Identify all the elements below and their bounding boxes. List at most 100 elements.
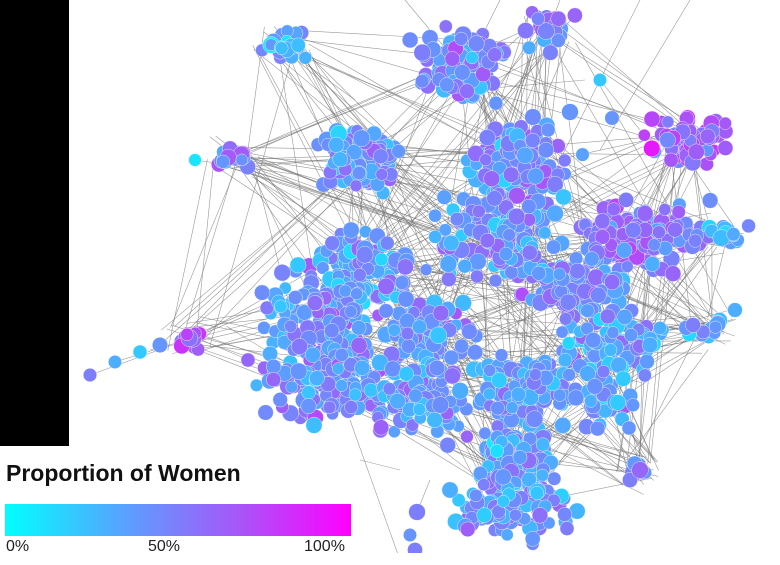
network-node [443, 350, 460, 366]
network-node [522, 40, 537, 55]
network-node [550, 10, 567, 27]
network-node [604, 274, 621, 291]
network-node [478, 129, 496, 147]
network-node [636, 205, 654, 222]
network-node [488, 95, 504, 111]
network-node [663, 152, 679, 168]
network-node [483, 387, 496, 401]
network-node [567, 7, 583, 24]
network-node [546, 239, 562, 255]
network-node [290, 37, 306, 53]
network-node [494, 348, 509, 362]
network-node [235, 153, 249, 167]
network-node [151, 337, 168, 354]
network-node [439, 77, 455, 93]
network-node [469, 488, 483, 503]
network-node [616, 309, 633, 326]
network-node [443, 235, 460, 252]
network-node [553, 388, 567, 402]
network-node [580, 303, 595, 318]
network-node [426, 411, 443, 429]
coauthorship-network-graph[interactable] [69, 0, 780, 565]
network-node [272, 392, 288, 408]
network-node [717, 140, 734, 156]
network-node [352, 268, 367, 282]
network-node [472, 204, 486, 219]
network-node [508, 187, 526, 205]
network-nodes [82, 5, 756, 558]
network-node [459, 83, 475, 99]
network-node [699, 128, 716, 145]
network-node [542, 44, 559, 61]
network-edge [707, 236, 728, 319]
network-node [441, 481, 459, 499]
network-node [351, 320, 367, 336]
network-node [378, 303, 394, 319]
network-node [305, 416, 323, 434]
network-node [132, 344, 148, 360]
network-node [454, 294, 472, 312]
network-edge [196, 168, 214, 331]
network-node [188, 153, 202, 167]
network-node [400, 326, 415, 341]
network-node [552, 267, 566, 281]
network-node [454, 31, 469, 46]
network-node [622, 472, 638, 488]
network-node [521, 198, 537, 215]
network-node [387, 323, 401, 337]
network-node [559, 521, 575, 536]
network-node [328, 136, 345, 153]
network-node [647, 238, 661, 252]
network-node [590, 286, 607, 304]
network-node [348, 388, 362, 402]
network-node [551, 33, 566, 48]
network-node [531, 265, 547, 281]
network-node [257, 404, 274, 421]
network-node [408, 503, 426, 521]
network-node [546, 176, 564, 193]
network-node [486, 190, 503, 207]
network-edge [599, 79, 641, 131]
network-node [488, 273, 503, 288]
network-node [516, 146, 534, 164]
network-node [594, 229, 611, 245]
network-node [535, 468, 549, 482]
network-node [688, 233, 703, 248]
network-node [374, 252, 389, 267]
network-node [555, 325, 569, 339]
network-node [527, 167, 545, 185]
network-node [537, 22, 555, 40]
network-node [653, 321, 667, 335]
network-node [316, 261, 330, 275]
network-node [454, 64, 471, 81]
network-node [483, 364, 497, 377]
network-node [557, 507, 572, 522]
network-node [685, 317, 701, 333]
network-node [596, 365, 611, 379]
network-node [324, 235, 340, 251]
network-node [567, 389, 585, 407]
network-node [301, 385, 316, 400]
network-edge [164, 66, 472, 341]
network-node [454, 338, 469, 354]
network-node [529, 368, 542, 381]
network-node [603, 343, 618, 357]
network-node [240, 352, 256, 368]
network-node [521, 471, 537, 488]
network-node [540, 122, 556, 138]
network-node [276, 335, 292, 350]
network-node [502, 228, 516, 242]
network-edge [359, 459, 401, 471]
network-node [547, 471, 562, 486]
network-edge [299, 59, 356, 101]
network-node [586, 378, 603, 395]
network-node [661, 115, 675, 129]
network-node [491, 372, 508, 389]
network-node [436, 189, 452, 205]
network-node [531, 507, 549, 524]
network-node [291, 338, 308, 355]
network-node [461, 323, 478, 340]
network-node [478, 426, 492, 440]
network-edge [209, 38, 298, 346]
network-node [350, 336, 368, 354]
